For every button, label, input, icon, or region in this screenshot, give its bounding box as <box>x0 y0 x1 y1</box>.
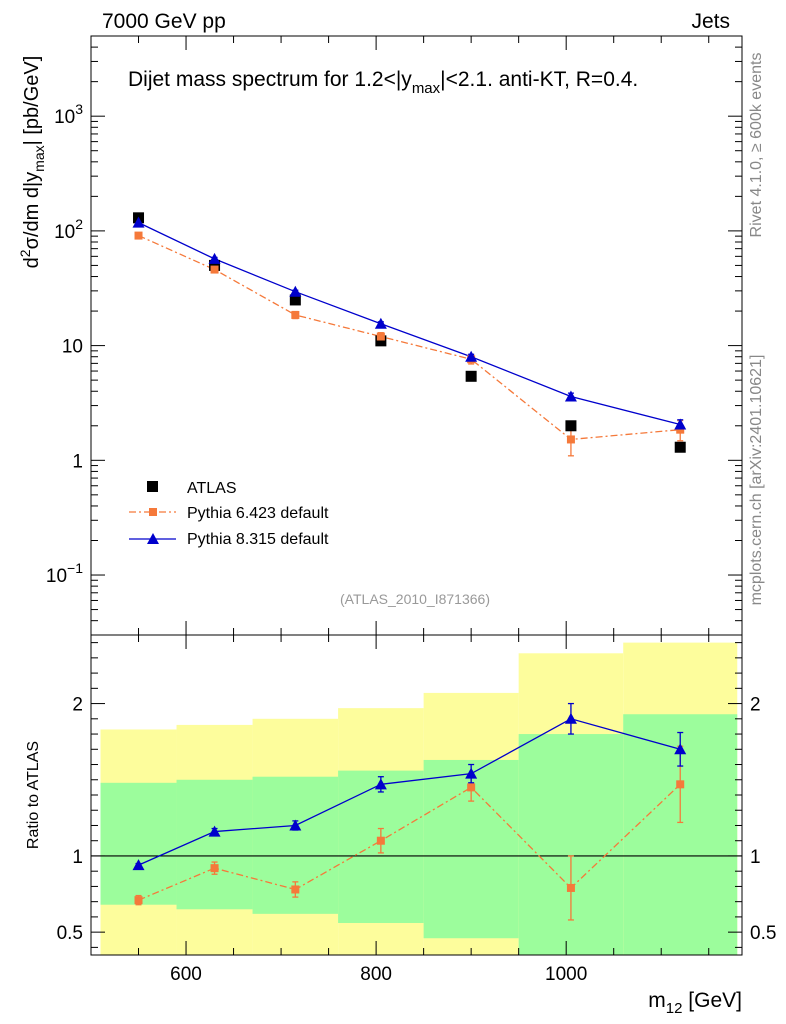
ratio-y-tick-label-right: 2 <box>750 695 761 716</box>
atlas-data-point <box>289 294 301 306</box>
header-process-label: Jets <box>691 10 730 33</box>
pythia6-data-point <box>210 265 219 274</box>
pythia8-data-point <box>289 285 302 297</box>
ratio-plot-area <box>91 702 742 921</box>
pythia6-data-point <box>676 425 685 434</box>
main-y-tick-label: 1 <box>72 451 83 472</box>
ratio-pythia6-point <box>376 836 385 845</box>
mcplots-label: mcplots.cern.ch [arXiv:2401.10621] <box>748 355 765 606</box>
ratio-y-axis-label: Ratio to ATLAS <box>25 741 42 849</box>
x-axis-label: m12 [GeV] <box>648 989 742 1017</box>
ratio-pythia8-point <box>132 859 145 871</box>
main-y-tick-label: 103 <box>54 101 83 128</box>
ratio-pythia8-point <box>465 767 478 779</box>
ratio-y-tick-label-right: 0.5 <box>750 923 776 944</box>
x-tick-label: 1000 <box>545 964 587 985</box>
pythia8-series-line <box>138 222 681 426</box>
ratio-pythia8-point <box>564 712 577 724</box>
atlas-data-point <box>565 420 577 432</box>
legend-atlas-marker <box>147 481 158 492</box>
main-y-tick-label: 102 <box>54 216 83 243</box>
band-inner-bin <box>100 782 177 905</box>
pythia8-data-point <box>674 418 687 430</box>
ratio-y-tick-label-left: 2 <box>72 695 83 716</box>
pythia8-data-point <box>208 252 221 264</box>
ratio-pythia6-point <box>467 783 476 792</box>
band-inner-bin <box>518 734 624 955</box>
legend-pythia8-marker <box>147 533 159 544</box>
plot-title: Dijet mass spectrum for 1.2<|ymax|<2.1. … <box>128 68 638 97</box>
main-y-tick-label: 10−1 <box>46 560 83 587</box>
ratio-uncertainty-bands <box>100 642 738 955</box>
ratio-pythia6-point <box>566 883 575 892</box>
ratio-pythia6-point <box>676 780 685 789</box>
pythia8-data-point <box>374 317 387 329</box>
ratio-y-tick-label-left: 0.5 <box>57 923 83 944</box>
ratio-pythia8-point <box>374 778 387 790</box>
pythia6-data-point <box>291 310 300 319</box>
pythia8-data-point <box>132 216 145 228</box>
main-y-axis-label: d2σ/dm d|ymax| [pb/GeV] <box>17 56 47 269</box>
atlas-data-point <box>375 335 387 347</box>
ratio-pythia8-point <box>289 819 302 831</box>
legend-atlas-label: ATLAS <box>187 480 237 497</box>
x-tick-label: 800 <box>360 964 392 985</box>
x-tick-label: 600 <box>170 964 202 985</box>
legend: ATLAS Pythia 6.423 default Pythia 8.315 … <box>129 480 329 548</box>
ratio-pythia6-point <box>291 885 300 894</box>
pythia6-data-point <box>376 332 385 341</box>
ratio-y-tick-label-left: 1 <box>72 847 83 868</box>
analysis-watermark: (ATLAS_2010_I871366) <box>340 591 490 607</box>
legend-pythia8-label: Pythia 8.315 default <box>187 531 329 548</box>
header-energy-label: 7000 GeV pp <box>102 10 226 33</box>
ratio-pythia8-point <box>208 825 221 837</box>
ratio-pythia8-point <box>674 743 687 755</box>
axes: 600 800 1000 10−1 1 10 102 103 0.5 0.5 1 1 2 2 <box>46 35 776 985</box>
ratio-pythia6-point <box>210 864 219 873</box>
ratio-y-tick-label-right: 1 <box>750 847 761 868</box>
legend-pythia6-marker <box>149 508 157 516</box>
pythia6-data-point <box>566 435 575 444</box>
rivet-version-label: Rivet 4.1.0, ≥ 600k events <box>748 53 765 238</box>
atlas-data-point <box>465 370 477 382</box>
legend-pythia6-label: Pythia 6.423 default <box>187 505 329 522</box>
ratio-pythia6-point <box>134 896 143 905</box>
main-plot-area <box>132 212 687 457</box>
atlas-data-point <box>674 441 686 453</box>
band-inner-bin <box>176 779 253 910</box>
pythia6-data-point <box>134 231 143 240</box>
atlas-data-point <box>209 259 221 271</box>
pythia8-data-point <box>564 390 577 402</box>
pythia8-data-point <box>465 350 478 362</box>
main-y-tick-label: 10 <box>62 337 83 358</box>
